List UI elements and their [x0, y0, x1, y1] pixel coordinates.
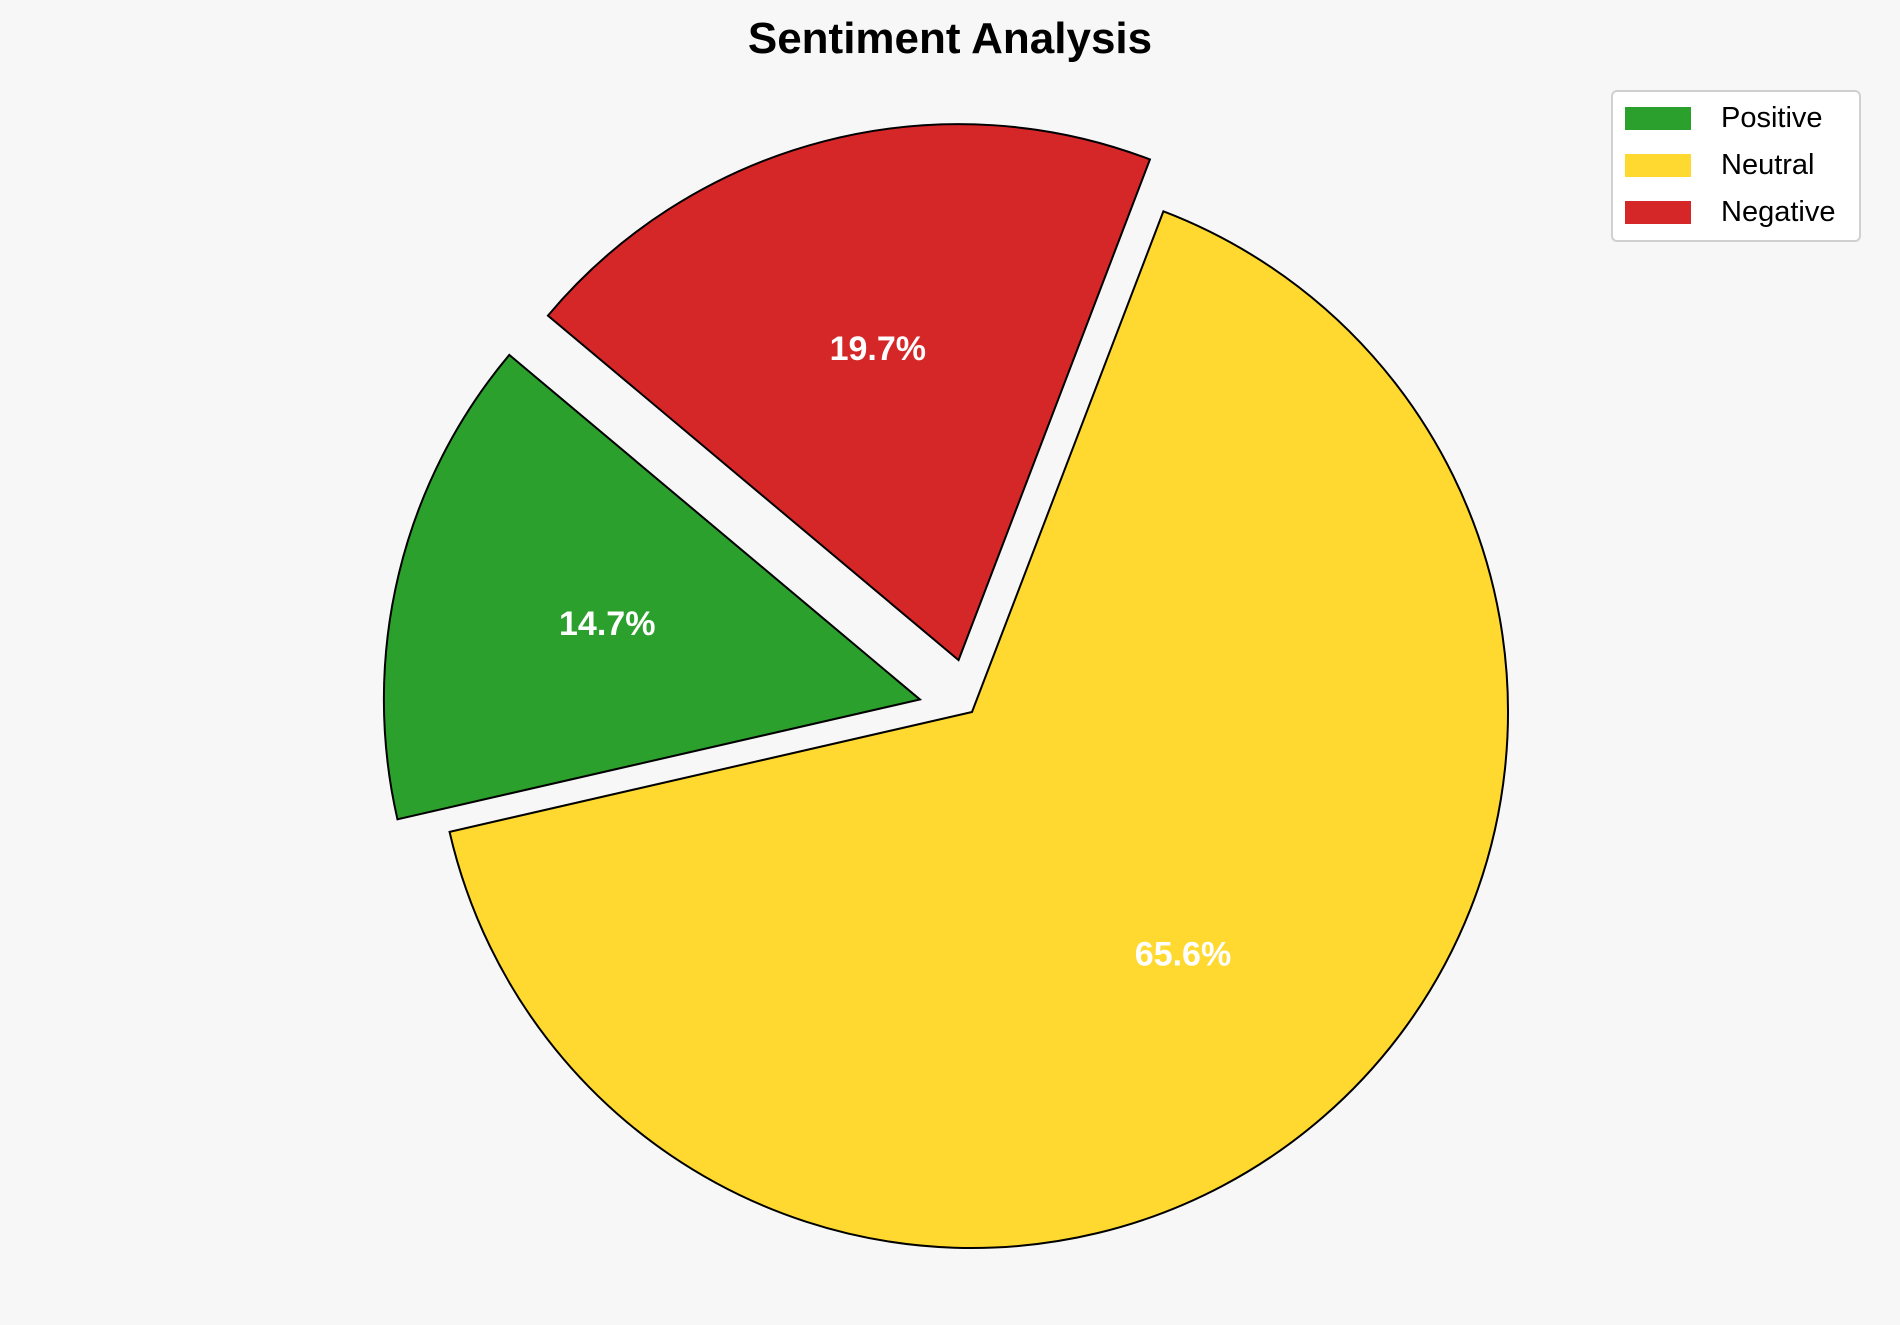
- legend-swatch-positive: [1625, 106, 1691, 130]
- legend-item-negative: Negative: [1625, 192, 1835, 232]
- chart-title: Sentiment Analysis: [747, 14, 1153, 63]
- legend-item-positive: Positive: [1625, 98, 1823, 138]
- legend-label-positive: Positive: [1721, 101, 1823, 134]
- legend-label-neutral: Neutral: [1721, 148, 1815, 181]
- pie-label-negative: 19.7%: [830, 330, 926, 368]
- pie-slice-negative: [546, 123, 1152, 662]
- pie-slice-positive: [382, 353, 923, 821]
- legend-label-negative: Negative: [1721, 195, 1836, 228]
- pie-label-positive: 14.7%: [559, 605, 655, 643]
- legend-swatch-neutral: [1625, 153, 1691, 177]
- pie-label-neutral: 65.6%: [1135, 936, 1231, 974]
- pie-slice-neutral: [448, 210, 1509, 1249]
- legend: Positive Neutral Negative: [1611, 90, 1861, 242]
- legend-item-neutral: Neutral: [1625, 145, 1815, 185]
- legend-swatch-negative: [1625, 200, 1691, 224]
